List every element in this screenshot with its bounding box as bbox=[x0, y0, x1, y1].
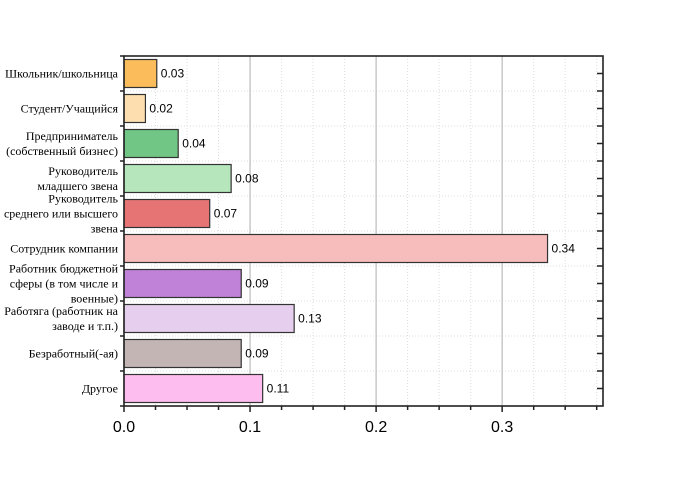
category-label: Предприниматель (собственный бизнес) bbox=[6, 129, 118, 158]
category-label: Школьник/школьница bbox=[5, 67, 119, 81]
category-label-line: Работник бюджетной bbox=[9, 262, 119, 276]
category-label-line: военные) bbox=[71, 292, 118, 306]
category-label: Безработный(-ая) bbox=[29, 347, 118, 361]
category-label-line: младшего звена bbox=[37, 179, 118, 193]
bar bbox=[123, 128, 179, 159]
category-label: Другое bbox=[82, 382, 118, 396]
data-label: 0.13 bbox=[298, 312, 322, 326]
bar bbox=[123, 303, 295, 334]
category-label-line: Руководитель bbox=[48, 192, 118, 206]
data-label: 0.34 bbox=[552, 242, 576, 256]
category-label-line: Безработный(-ая) bbox=[29, 347, 118, 361]
data-label: 0.09 bbox=[245, 277, 269, 291]
data-label: 0.11 bbox=[267, 382, 290, 396]
bar bbox=[123, 93, 147, 124]
bar bbox=[123, 58, 158, 89]
category-label-line: Другое bbox=[82, 382, 118, 396]
category-label: Студент/Учащийся bbox=[21, 102, 119, 116]
category-label-line: звена bbox=[91, 222, 119, 236]
category-label-line: среднего или высшего bbox=[4, 207, 118, 221]
category-label: Руководитель младшего звена bbox=[37, 164, 118, 193]
x-tick-label: 0.1 bbox=[239, 419, 261, 436]
category-label-line: Студент/Учащийся bbox=[21, 102, 119, 116]
bar bbox=[123, 233, 549, 264]
category-label-line: Работяга (работник на bbox=[4, 304, 118, 318]
bar bbox=[123, 338, 242, 369]
bar bbox=[123, 163, 232, 194]
category-label: Работник бюджетной сферы (в том числе и во… bbox=[9, 262, 119, 306]
category-label-line: Руководитель bbox=[48, 164, 118, 178]
data-label: 0.09 bbox=[245, 347, 269, 361]
category-label: Сотрудник компании bbox=[10, 242, 118, 256]
category-label-line: Сотрудник компании bbox=[10, 242, 118, 256]
bar bbox=[123, 198, 211, 229]
category-label: Работяга (работник на заводе и т.п.) bbox=[4, 304, 118, 333]
category-label-line: заводе и т.п.) bbox=[52, 319, 118, 333]
x-tick-label: 0.0 bbox=[113, 419, 135, 436]
data-label: 0.03 bbox=[161, 67, 185, 81]
bar bbox=[123, 268, 242, 299]
category-label-line: Предприниматель bbox=[26, 129, 119, 143]
category-label-line: Школьник/школьница bbox=[5, 67, 119, 81]
bar bbox=[123, 373, 264, 404]
data-label: 0.08 bbox=[235, 172, 259, 186]
category-label: Руководитель среднего или высшего звена bbox=[4, 192, 119, 236]
data-label: 0.07 bbox=[214, 207, 238, 221]
category-label-line: (собственный бизнес) bbox=[6, 144, 118, 158]
data-label: 0.04 bbox=[182, 137, 206, 151]
data-label: 0.02 bbox=[149, 102, 173, 116]
x-tick-label: 0.2 bbox=[365, 419, 387, 436]
category-label-line: сферы (в том числе и bbox=[10, 277, 119, 291]
x-tick-label: 0.3 bbox=[491, 419, 513, 436]
